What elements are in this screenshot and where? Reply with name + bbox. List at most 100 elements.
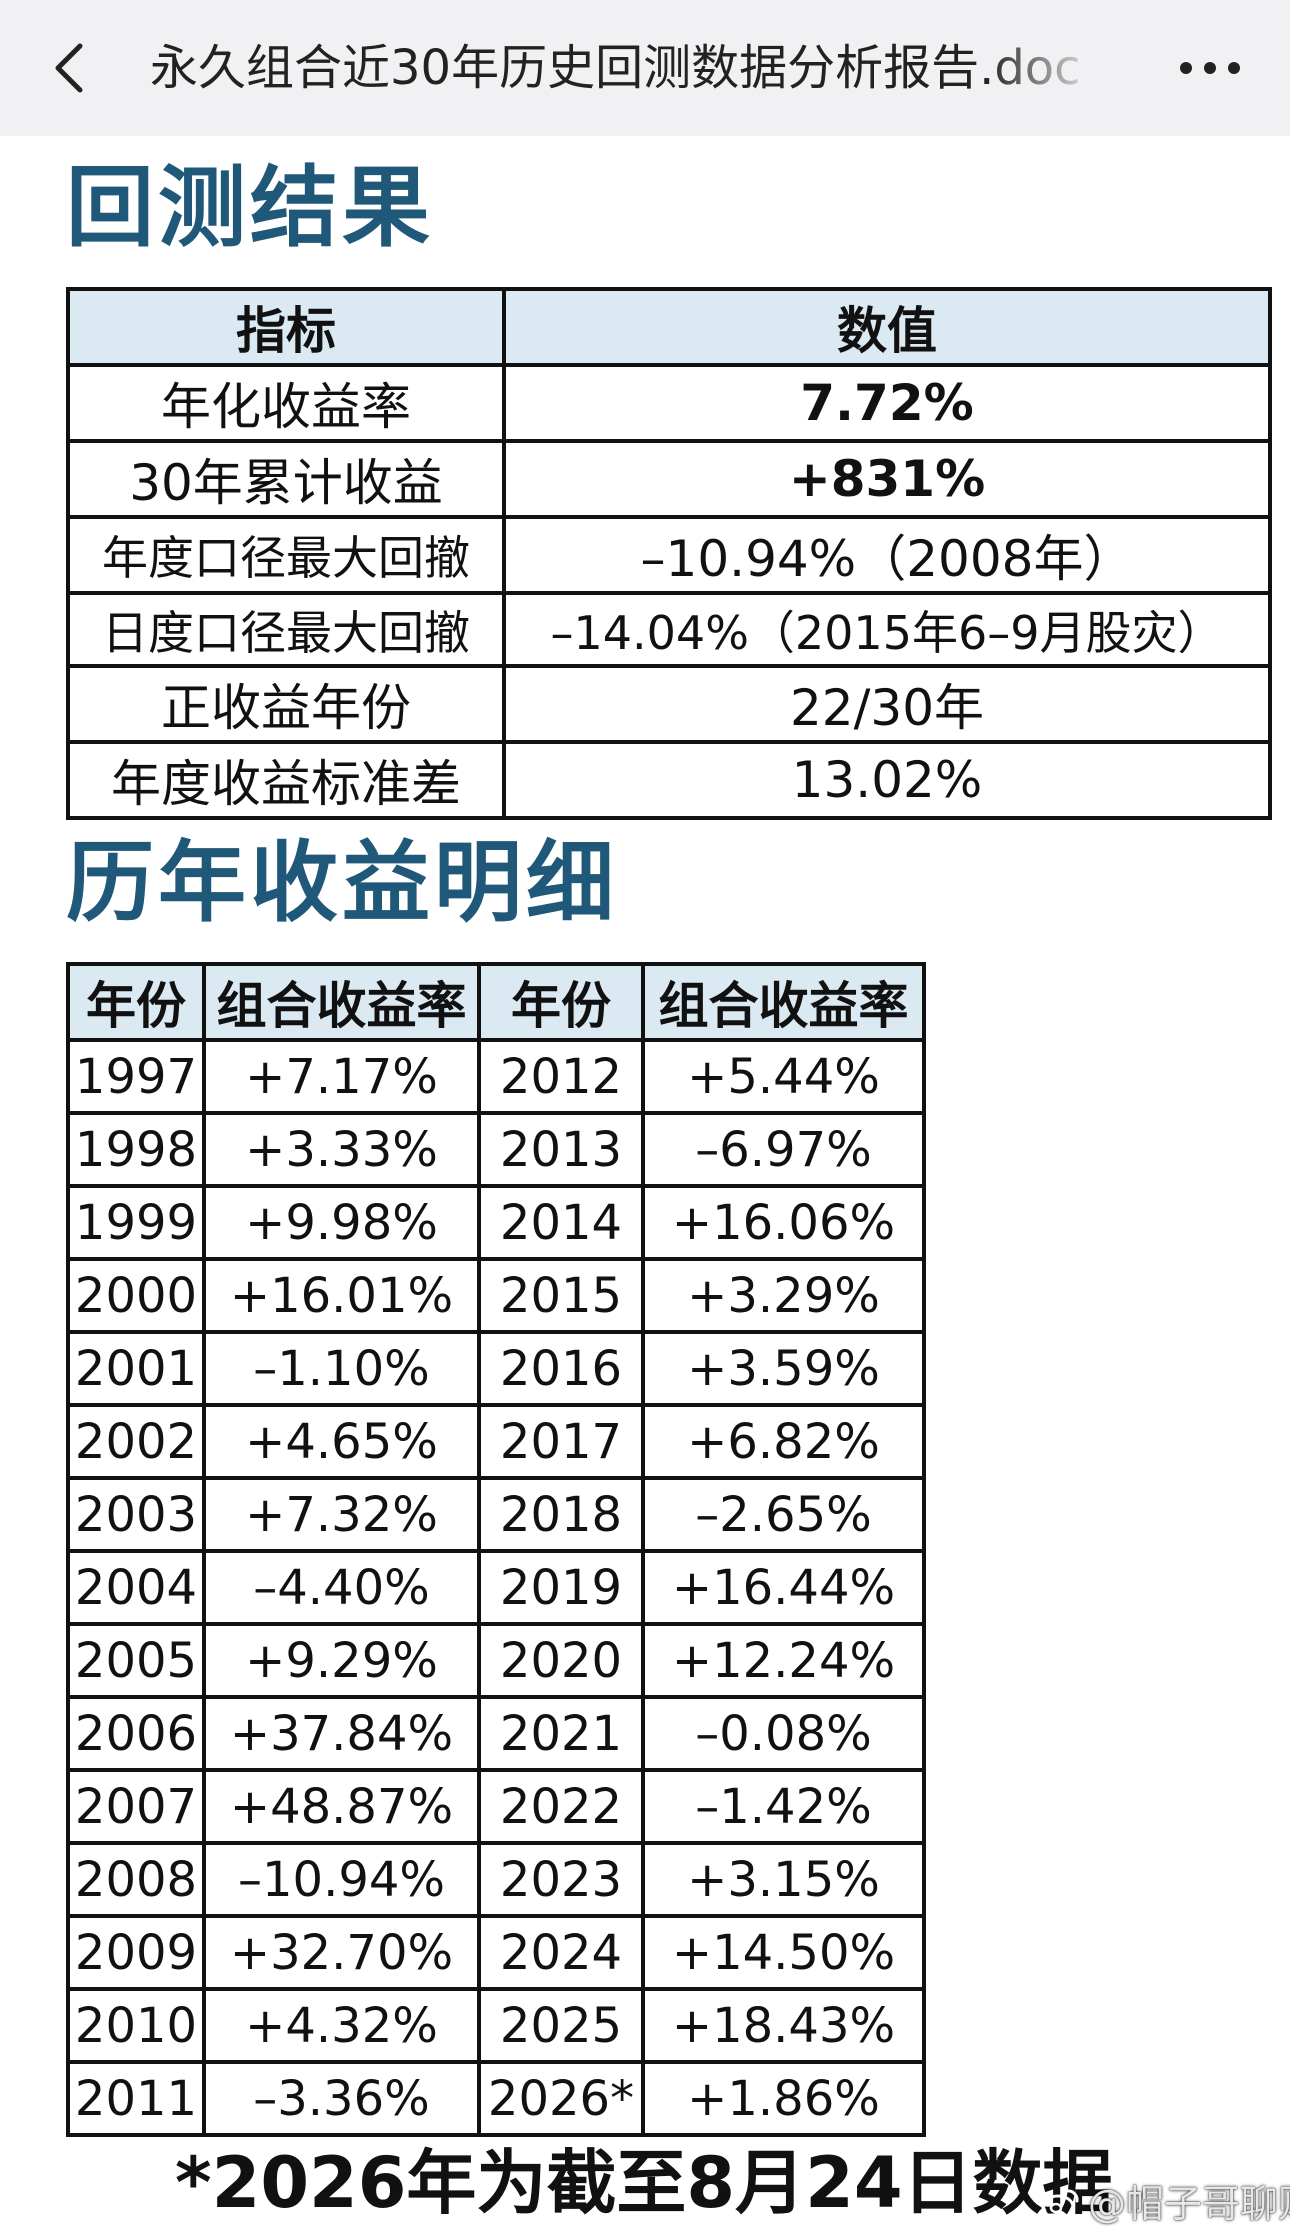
table-row: 2005 +9.29% 2020 +12.24% bbox=[66, 1622, 926, 1699]
return-cell: +18.43% bbox=[641, 1987, 926, 2064]
metric-cell: 正收益年份 bbox=[66, 664, 506, 744]
year-cell: 2024 bbox=[477, 1914, 645, 1991]
metric-cell: 年度口径最大回撤 bbox=[66, 515, 506, 595]
return-cell: +4.65% bbox=[202, 1403, 481, 1480]
year-cell: 2025 bbox=[477, 1987, 645, 2064]
summary-header-row: 指标 数值 bbox=[66, 287, 1272, 367]
return-cell: +4.32% bbox=[202, 1987, 481, 2064]
summary-header-value: 数值 bbox=[502, 287, 1272, 367]
watermark-text: @帽子哥聊财经 bbox=[1088, 2182, 1290, 2226]
document-title: 永久组合近30年历史回测数据分析报告.doc bbox=[150, 40, 1081, 96]
table-row: 2001 –1.10% 2016 +3.59% bbox=[66, 1330, 926, 1407]
header-return: 组合收益率 bbox=[202, 962, 481, 1042]
year-cell: 2006 bbox=[66, 1695, 206, 1772]
return-cell: +32.70% bbox=[202, 1914, 481, 1991]
summary-header-metric: 指标 bbox=[66, 287, 506, 367]
return-cell: +37.84% bbox=[202, 1695, 481, 1772]
year-cell: 2012 bbox=[477, 1038, 645, 1115]
table-row: 1998 +3.33% 2013 –6.97% bbox=[66, 1111, 926, 1188]
ellipsis-icon bbox=[1180, 62, 1240, 74]
return-cell: +3.59% bbox=[641, 1330, 926, 1407]
return-cell: –1.10% bbox=[202, 1330, 481, 1407]
year-cell: 2002 bbox=[66, 1403, 206, 1480]
yearly-header-row: 年份 组合收益率 年份 组合收益率 bbox=[66, 962, 926, 1042]
metric-cell: 年化收益率 bbox=[66, 363, 506, 443]
return-cell: +9.98% bbox=[202, 1184, 481, 1261]
value-cell: –14.04%（2015年6–9月股灾） bbox=[502, 591, 1272, 668]
header-return: 组合收益率 bbox=[641, 962, 926, 1042]
value-cell: –10.94%（2008年） bbox=[502, 515, 1272, 595]
year-cell: 2019 bbox=[477, 1549, 645, 1626]
return-cell: –0.08% bbox=[641, 1695, 926, 1772]
return-cell: –1.42% bbox=[641, 1768, 926, 1845]
back-button[interactable] bbox=[40, 30, 100, 106]
top-navigation-bar: 永久组合近30年历史回测数据分析报告.doc bbox=[0, 0, 1290, 136]
table-row: 2000 +16.01% 2015 +3.29% bbox=[66, 1257, 926, 1334]
more-options-button[interactable] bbox=[1160, 40, 1260, 96]
return-cell: –10.94% bbox=[202, 1841, 481, 1918]
year-cell: 2022 bbox=[477, 1768, 645, 1845]
yearly-returns-table: 年份 组合收益率 年份 组合收益率 1997 +7.17% 2012 +5.44% 19… bbox=[66, 962, 926, 2137]
summary-row: 30年累计收益 +831% bbox=[66, 439, 1272, 519]
return-cell: +1.86% bbox=[641, 2060, 926, 2137]
header-year: 年份 bbox=[477, 962, 645, 1042]
summary-row: 正收益年份 22/30年 bbox=[66, 664, 1272, 744]
header-year: 年份 bbox=[66, 962, 206, 1042]
table-row: 2010 +4.32% 2025 +18.43% bbox=[66, 1987, 926, 2064]
watermark: @帽子哥聊财经 bbox=[1040, 2180, 1290, 2228]
summary-row: 年度收益标准差 13.02% bbox=[66, 740, 1272, 820]
year-cell: 1999 bbox=[66, 1184, 206, 1261]
weibo-logo-icon bbox=[1041, 2189, 1079, 2220]
summary-table: 指标 数值 年化收益率 7.72% 30年累计收益 +831% 年度口径最大回撤… bbox=[66, 287, 1272, 820]
value-cell: 7.72% bbox=[502, 363, 1272, 443]
table-row: 2002 +4.65% 2017 +6.82% bbox=[66, 1403, 926, 1480]
year-cell: 2001 bbox=[66, 1330, 206, 1407]
year-cell: 2007 bbox=[66, 1768, 206, 1845]
return-cell: +7.32% bbox=[202, 1476, 481, 1553]
return-cell: +3.29% bbox=[641, 1257, 926, 1334]
year-cell: 2026* bbox=[477, 2060, 645, 2137]
return-cell: +7.17% bbox=[202, 1038, 481, 1115]
summary-row: 日度口径最大回撤 –14.04%（2015年6–9月股灾） bbox=[66, 591, 1272, 668]
metric-cell: 日度口径最大回撤 bbox=[66, 591, 506, 668]
year-cell: 2015 bbox=[477, 1257, 645, 1334]
return-cell: –3.36% bbox=[202, 2060, 481, 2137]
year-cell: 2000 bbox=[66, 1257, 206, 1334]
year-cell: 2011 bbox=[66, 2060, 206, 2137]
year-cell: 2009 bbox=[66, 1914, 206, 1991]
yearly-table-body: 1997 +7.17% 2012 +5.44% 1998 +3.33% 2013 –6.97%… bbox=[66, 1038, 926, 2137]
return-cell: +16.01% bbox=[202, 1257, 481, 1334]
year-cell: 2010 bbox=[66, 1987, 206, 2064]
backtest-results-heading: 回测结果 bbox=[66, 156, 435, 259]
return-cell: +48.87% bbox=[202, 1768, 481, 1845]
table-row: 2009 +32.70% 2024 +14.50% bbox=[66, 1914, 926, 1991]
table-row: 2004 –4.40% 2019 +16.44% bbox=[66, 1549, 926, 1626]
year-cell: 2016 bbox=[477, 1330, 645, 1407]
year-cell: 1998 bbox=[66, 1111, 206, 1188]
return-cell: –6.97% bbox=[641, 1111, 926, 1188]
return-cell: +9.29% bbox=[202, 1622, 481, 1699]
summary-row: 年化收益率 7.72% bbox=[66, 363, 1272, 443]
summary-row: 年度口径最大回撤 –10.94%（2008年） bbox=[66, 515, 1272, 595]
return-cell: +6.82% bbox=[641, 1403, 926, 1480]
table-row: 2007 +48.87% 2022 –1.42% bbox=[66, 1768, 926, 1845]
year-cell: 2004 bbox=[66, 1549, 206, 1626]
table-row: 2008 –10.94% 2023 +3.15% bbox=[66, 1841, 926, 1918]
return-cell: +14.50% bbox=[641, 1914, 926, 1991]
table-row: 2011 –3.36% 2026* +1.86% bbox=[66, 2060, 926, 2137]
chevron-left-icon bbox=[55, 43, 83, 93]
yearly-returns-heading: 历年收益明细 bbox=[66, 831, 619, 934]
return-cell: +3.33% bbox=[202, 1111, 481, 1188]
year-cell: 1997 bbox=[66, 1038, 206, 1115]
table-row: 2003 +7.32% 2018 –2.65% bbox=[66, 1476, 926, 1553]
metric-cell: 30年累计收益 bbox=[66, 439, 506, 519]
metric-cell: 年度收益标准差 bbox=[66, 740, 506, 820]
table-row: 1999 +9.98% 2014 +16.06% bbox=[66, 1184, 926, 1261]
table-row: 1997 +7.17% 2012 +5.44% bbox=[66, 1038, 926, 1115]
year-cell: 2018 bbox=[477, 1476, 645, 1553]
year-cell: 2003 bbox=[66, 1476, 206, 1553]
return-cell: +12.24% bbox=[641, 1622, 926, 1699]
year-cell: 2005 bbox=[66, 1622, 206, 1699]
year-cell: 2020 bbox=[477, 1622, 645, 1699]
year-cell: 2013 bbox=[477, 1111, 645, 1188]
